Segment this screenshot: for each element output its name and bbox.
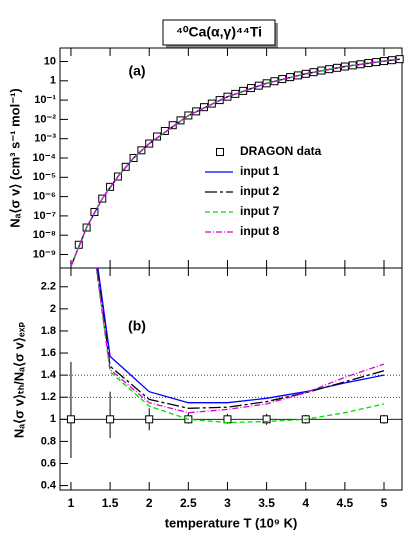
- legend-label: input 7: [240, 204, 280, 218]
- panel-label: (a): [128, 63, 145, 79]
- y-axis-label: Nₐ⟨σ v⟩ₜₕ/Nₐ⟨σ v⟩ₑₓₚ: [11, 321, 26, 438]
- y-tick-label: 0.8: [41, 435, 56, 447]
- y-tick-label: 1: [50, 75, 56, 87]
- x-tick-label: 1.5: [102, 496, 119, 510]
- data-point: [200, 103, 208, 112]
- x-tick-label: 1: [68, 496, 75, 510]
- series-line: [96, 268, 385, 409]
- data-point: [168, 121, 177, 130]
- chart-title: ⁴⁰Ca(α,γ)⁴⁴Ti: [176, 24, 262, 40]
- legend-label: DRAGON data: [240, 144, 322, 158]
- x-tick-label: 5: [381, 496, 388, 510]
- y-tick-label: 10⁻¹: [34, 94, 56, 106]
- y-tick-label: 10⁻⁹: [33, 248, 56, 260]
- legend-marker: [216, 148, 224, 156]
- y-tick-label: 10⁻⁷: [33, 210, 56, 222]
- y-tick-label: 10⁻⁴: [33, 152, 56, 164]
- data-point: [153, 132, 162, 141]
- y-tick-label: 1: [50, 413, 56, 425]
- y-tick-label: 10⁻⁶: [33, 191, 56, 203]
- y-tick-label: 10: [44, 55, 56, 67]
- data-point: [160, 127, 169, 136]
- y-tick-label: 10⁻⁸: [33, 229, 56, 241]
- y-tick-label: 1.4: [41, 369, 57, 381]
- x-tick-label: 4.5: [337, 496, 354, 510]
- legend-label: input 1: [240, 164, 280, 178]
- x-axis-label: temperature T (10⁹ K): [165, 515, 298, 530]
- data-point: [106, 415, 115, 424]
- y-tick-label: 2: [50, 303, 56, 315]
- data-point: [262, 415, 271, 424]
- plot-frame: [59, 267, 403, 491]
- x-tick-label: 3.5: [258, 496, 275, 510]
- y-tick-label: 10⁻⁵: [33, 171, 56, 183]
- y-tick-label: 2.2: [41, 281, 56, 293]
- y-tick-label: 0.4: [41, 479, 57, 491]
- data-point: [66, 415, 75, 424]
- title-box: [162, 19, 276, 46]
- y-tick-label: 0.6: [41, 457, 56, 469]
- series-line: [97, 268, 385, 404]
- series-line: [95, 268, 385, 424]
- x-tick-label: 4: [302, 496, 309, 510]
- y-tick-label: 10⁻³: [34, 133, 56, 145]
- y-tick-label: 1.6: [41, 347, 56, 359]
- y-tick-label: 1.8: [41, 325, 56, 337]
- series-line: [95, 268, 385, 414]
- plot-frame: [59, 47, 403, 269]
- x-tick-label: 3: [224, 496, 231, 510]
- y-axis-label: Nₐ⟨σ v⟩ (cm³ s⁻¹ mol⁻¹): [7, 88, 22, 228]
- legend-label: input 2: [240, 184, 280, 198]
- data-point: [145, 415, 154, 424]
- y-tick-label: 10⁻²: [34, 113, 56, 125]
- x-tick-label: 2: [146, 496, 153, 510]
- series-line: [70, 58, 400, 267]
- data-point: [380, 415, 388, 424]
- legend-label: input 8: [240, 224, 280, 238]
- y-tick-label: 1.2: [41, 391, 56, 403]
- panel-label: (b): [128, 318, 146, 334]
- x-tick-label: 2.5: [180, 496, 197, 510]
